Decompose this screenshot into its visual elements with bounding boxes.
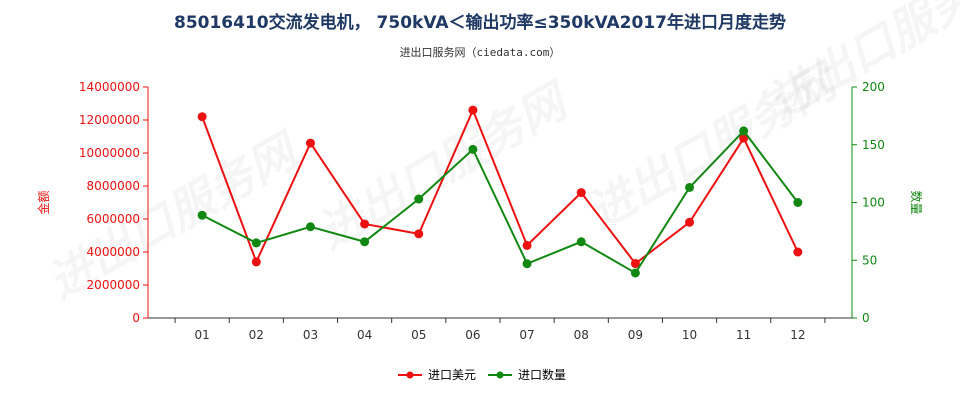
data-point <box>414 229 424 239</box>
right-axis-title: 数量 <box>909 190 924 214</box>
legend-label: 进口数量 <box>518 367 566 382</box>
data-point <box>739 133 749 143</box>
x-tick-label: 05 <box>411 328 426 342</box>
x-tick-label: 02 <box>249 328 264 342</box>
data-point <box>414 194 424 204</box>
left-tick-label: 2000000 <box>87 278 140 292</box>
right-tick-label: 50 <box>862 253 877 267</box>
data-point <box>468 144 478 154</box>
x-tick-label: 10 <box>682 328 697 342</box>
data-point <box>522 259 532 269</box>
left-axis-title: 金额 <box>36 190 51 214</box>
left-tick-label: 14000000 <box>79 80 140 94</box>
x-tick-label: 08 <box>574 328 589 342</box>
right-tick-label: 200 <box>862 80 885 94</box>
x-tick-label: 11 <box>736 328 751 342</box>
x-tick-label: 09 <box>628 328 643 342</box>
series-line <box>201 129 799 275</box>
watermark-text: 进出口服务网 <box>759 0 960 130</box>
data-point <box>251 257 261 267</box>
left-tick-label: 0 <box>132 311 140 325</box>
data-point <box>305 138 315 148</box>
data-point <box>360 237 370 247</box>
data-point <box>468 105 478 115</box>
left-tick-label: 10000000 <box>79 146 140 160</box>
left-tick-label: 6000000 <box>87 212 140 226</box>
right-tick-label: 0 <box>862 311 870 325</box>
legend-swatch-marker <box>496 371 504 379</box>
x-tick-label: 06 <box>465 328 480 342</box>
series <box>197 105 803 278</box>
data-point <box>793 247 803 257</box>
data-point <box>685 182 695 192</box>
axes: 0200000040000006000000800000010000000120… <box>36 80 924 342</box>
watermark-text: 进出口服务网 <box>309 72 580 260</box>
data-point <box>251 238 261 248</box>
right-tick-label: 150 <box>862 138 885 152</box>
left-tick-label: 4000000 <box>87 245 140 259</box>
legend-label: 进口美元 <box>428 368 476 382</box>
chart-title: 85016410交流发电机， 750kVA＜输出功率≤350kVA2017年进口… <box>173 13 786 33</box>
series-line <box>201 107 799 265</box>
data-point <box>630 259 640 269</box>
data-point <box>576 237 586 247</box>
left-tick-label: 8000000 <box>87 179 140 193</box>
watermark: 进出口服务网进出口服务网进出口服务网进出口服务网 <box>39 0 960 310</box>
data-point <box>576 188 586 198</box>
x-tick-label: 04 <box>357 328 372 342</box>
legend: 进口美元 进口数量 <box>398 367 566 382</box>
left-tick-label: 12000000 <box>79 113 140 127</box>
data-point <box>793 198 803 207</box>
x-tick-label: 03 <box>303 328 318 342</box>
legend-swatch-marker <box>406 371 414 379</box>
x-tick-label: 01 <box>195 328 210 342</box>
data-point <box>630 268 640 278</box>
chart-subtitle: 进出口服务网（ciedata.com） <box>399 46 561 59</box>
data-point <box>685 217 695 227</box>
data-point <box>739 126 749 136</box>
data-point <box>197 210 207 220</box>
x-tick-label: 07 <box>519 328 534 342</box>
data-point <box>360 219 370 229</box>
right-tick-label: 100 <box>862 196 885 210</box>
data-point <box>522 240 532 250</box>
x-tick-label: 12 <box>790 328 805 342</box>
data-point <box>197 112 207 122</box>
data-point <box>305 222 315 232</box>
